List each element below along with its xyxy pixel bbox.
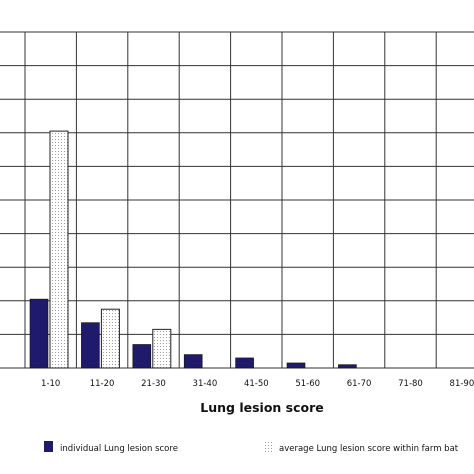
- chart-legend: individual Lung lesion score average Lun…: [44, 441, 459, 454]
- x-tick-label: 11-20: [90, 379, 115, 389]
- x-tick-label: 41-50: [244, 379, 269, 389]
- bar-average: [49, 130, 69, 369]
- bar-individual: [81, 322, 100, 369]
- bar-individual: [183, 354, 203, 369]
- x-tick-label: 71-80: [398, 379, 423, 389]
- bar-individual: [132, 344, 152, 369]
- x-tick-label: 21-30: [141, 379, 166, 389]
- chart-bars: [29, 130, 357, 369]
- bar-average: [100, 308, 120, 369]
- bar-average: [152, 328, 172, 369]
- x-tick-label: 61-70: [347, 379, 372, 389]
- legend-swatch-individual: [44, 441, 53, 452]
- x-tick-label: 1-10: [41, 379, 60, 389]
- bar-individual: [286, 362, 306, 369]
- chart-grid: [0, 31, 474, 369]
- bar-individual: [235, 357, 254, 369]
- x-tick-label: 81-90: [450, 379, 474, 389]
- bar-individual: [338, 364, 357, 369]
- legend-label-individual: individual Lung lesion score: [60, 444, 178, 454]
- x-axis-label: Lung lesion score: [200, 400, 323, 415]
- legend-label-average: average Lung lesion score within farm ba…: [279, 444, 459, 454]
- x-tick-label: 31-40: [193, 379, 218, 389]
- bar-individual: [29, 298, 49, 369]
- legend-swatch-average: [263, 441, 272, 452]
- x-tick-labels: 1-10 11-20 21-30 31-40 41-50 51-60 61-70 71-80 8…: [41, 379, 474, 389]
- x-tick-label: 51-60: [295, 379, 320, 389]
